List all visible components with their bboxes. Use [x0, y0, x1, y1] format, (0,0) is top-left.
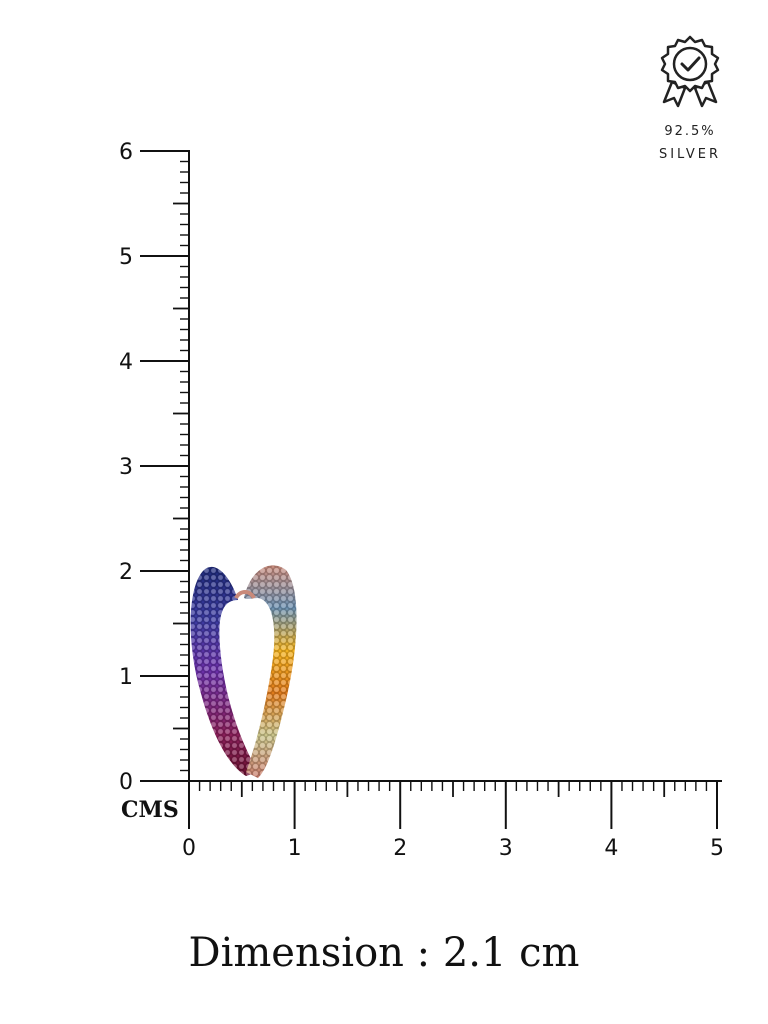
- x-tick-label: 4: [604, 836, 618, 861]
- y-minor-ticks: [173, 160, 189, 772]
- silver-badge: 92.5% SILVER: [652, 34, 728, 174]
- heart-earring: [190, 565, 297, 778]
- badge-purity: 92.5%: [664, 124, 716, 139]
- y-tick-label: 3: [119, 455, 133, 480]
- x-tick-label: 1: [288, 836, 302, 861]
- y-tick-label: 4: [119, 350, 133, 375]
- y-tick-label: 6: [119, 140, 133, 165]
- y-tick-label: 2: [119, 560, 133, 585]
- x-minor-ticks: [198, 781, 708, 797]
- x-tick-label: 0: [182, 836, 196, 861]
- y-tick-label: 1: [119, 665, 133, 690]
- certified-badge-icon: [660, 35, 720, 108]
- badge-metal: SILVER: [658, 147, 722, 162]
- unit-label: CMS: [121, 797, 179, 823]
- x-tick-label: 5: [710, 836, 724, 861]
- x-tick-label: 3: [499, 836, 513, 861]
- y-tick-label: 5: [119, 245, 133, 270]
- dimension-caption: Dimension : 2.1 cm: [188, 930, 580, 976]
- y-tick-label: 0: [119, 770, 133, 795]
- x-tick-label: 2: [393, 836, 407, 861]
- measurement-ruler: 0 1 2 3 4 5 6 0 1 2 3 4 5: [119, 140, 724, 861]
- x-tick-labels: 0 1 2 3 4 5: [182, 781, 724, 861]
- y-tick-labels: 0 1 2 3 4 5 6: [119, 140, 189, 795]
